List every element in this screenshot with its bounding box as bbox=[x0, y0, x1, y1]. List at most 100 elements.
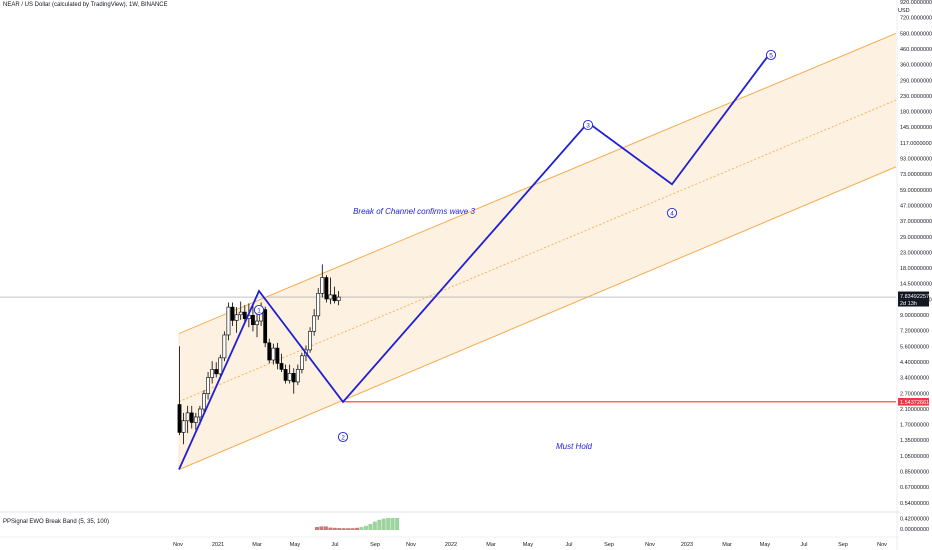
wave-label-3: 3 bbox=[582, 119, 594, 131]
time-tick: Nov bbox=[877, 542, 887, 548]
indicator-label[interactable]: PPSignal EWO Break Band (5, 35, 100) bbox=[3, 519, 110, 525]
candle bbox=[177, 346, 182, 436]
candle-body bbox=[336, 296, 341, 302]
candle-body bbox=[226, 306, 231, 336]
wave-label-1: 1 bbox=[253, 304, 265, 316]
candle-body bbox=[251, 315, 255, 326]
wave-label-text: 1 bbox=[257, 307, 261, 314]
candle bbox=[214, 362, 219, 378]
candle-body bbox=[291, 373, 296, 383]
price-tick: 580.00000000 bbox=[900, 31, 932, 37]
indicator-bar bbox=[346, 528, 351, 530]
candle bbox=[251, 305, 255, 332]
candle-body bbox=[193, 416, 198, 423]
current-price-value: 7.83492257 bbox=[900, 294, 929, 300]
indicator-bar bbox=[319, 526, 324, 530]
candle-body bbox=[218, 357, 223, 375]
time-tick: Nov bbox=[645, 542, 655, 548]
indicator-bar bbox=[323, 526, 328, 530]
wave-label-5: 5 bbox=[765, 49, 777, 61]
indicator-bar bbox=[328, 527, 333, 530]
candle-body bbox=[299, 355, 304, 370]
candle bbox=[299, 352, 304, 374]
candle bbox=[271, 343, 276, 365]
wave-label-text: 2 bbox=[341, 434, 345, 441]
candle-body bbox=[320, 277, 325, 294]
candle-body bbox=[267, 342, 272, 361]
candle bbox=[238, 301, 243, 320]
wave-label-4: 4 bbox=[666, 207, 678, 219]
indicator-bar bbox=[315, 527, 319, 530]
candle-body bbox=[242, 311, 247, 319]
price-axis[interactable]: 920.00000000 720.00000000 580.00000000 460.… bbox=[896, 0, 932, 550]
indicator-bar bbox=[372, 521, 377, 530]
price-tick: 117.00000000 bbox=[900, 141, 932, 147]
candle-body bbox=[230, 306, 235, 321]
wave-label-circle bbox=[765, 49, 777, 61]
candle bbox=[234, 307, 239, 333]
channel-midline bbox=[178, 99, 897, 402]
price-tick: 47.00000000 bbox=[900, 203, 932, 209]
indicator-bar bbox=[355, 527, 360, 530]
symbol-title[interactable]: NEAR / US Dollar (calculated by TradingV… bbox=[3, 2, 168, 8]
candles bbox=[177, 264, 341, 445]
candle-body bbox=[189, 412, 194, 423]
price-tick: 18.00000000 bbox=[900, 266, 932, 272]
time-tick: Jul bbox=[331, 542, 338, 548]
bar-countdown: 2d 13h bbox=[900, 301, 917, 307]
candle-body bbox=[255, 320, 259, 326]
time-tick: Mar bbox=[252, 542, 262, 548]
must-hold-note: Must Hold bbox=[556, 442, 593, 451]
price-tick: 460.00000000 bbox=[900, 47, 932, 53]
price-tick: 4.40000000 bbox=[900, 360, 929, 366]
time-tick: May bbox=[290, 542, 301, 548]
channel-break-note: Break of Channel confirms wave 3 bbox=[353, 207, 475, 216]
candle-body bbox=[271, 347, 276, 361]
indicator-bar bbox=[386, 518, 391, 530]
candle-body bbox=[287, 373, 292, 381]
candle bbox=[336, 291, 341, 306]
candle bbox=[193, 412, 198, 430]
time-tick: 2023 bbox=[681, 542, 693, 548]
candle bbox=[308, 327, 312, 353]
price-tick: 145.00000000 bbox=[900, 125, 932, 131]
candle bbox=[226, 302, 231, 341]
support-price-badge-bg bbox=[898, 397, 929, 406]
price-tick: 93.00000000 bbox=[900, 157, 932, 163]
wave-label-text: 3 bbox=[586, 122, 590, 129]
time-axis[interactable]: Nov 2021 Mar May Jul Sep Nov 2022 Mar May Jul Sep No… bbox=[0, 536, 900, 548]
price-tick: 1.70000000 bbox=[900, 423, 929, 429]
price-tick: 23.00000000 bbox=[900, 250, 932, 256]
time-tick: Jul bbox=[565, 542, 572, 548]
candle-body bbox=[263, 309, 268, 344]
candle-body bbox=[316, 293, 321, 317]
candle-body bbox=[210, 369, 215, 378]
price-tick: 7.20000000 bbox=[900, 329, 929, 335]
candle-body bbox=[177, 404, 182, 433]
wave-path[interactable] bbox=[178, 51, 772, 470]
wave-line[interactable] bbox=[178, 51, 772, 470]
price-tick: 2.70000000 bbox=[900, 391, 929, 397]
indicator-bar bbox=[377, 519, 382, 530]
price-tick: 3.40000000 bbox=[900, 376, 929, 382]
time-tick: 2022 bbox=[445, 542, 457, 548]
candle-body bbox=[198, 408, 202, 418]
candle-body bbox=[308, 331, 312, 351]
candle bbox=[275, 342, 280, 370]
candle bbox=[210, 361, 215, 384]
wave-label-text: 4 bbox=[670, 210, 674, 217]
candle-body bbox=[312, 315, 317, 332]
price-tick: 37.00000000 bbox=[900, 219, 932, 225]
candle-body bbox=[238, 311, 243, 316]
candle bbox=[279, 353, 284, 373]
price-tick: 0.67000000 bbox=[900, 485, 929, 491]
candle bbox=[332, 286, 337, 304]
support-price-badge[interactable]: 1.54372661 bbox=[898, 397, 929, 406]
indicator-bar bbox=[337, 528, 342, 530]
candle-body bbox=[328, 294, 333, 300]
channel-lower-line[interactable] bbox=[178, 166, 897, 470]
time-tick: Nov bbox=[173, 542, 183, 548]
channel-upper-line[interactable] bbox=[178, 32, 897, 334]
